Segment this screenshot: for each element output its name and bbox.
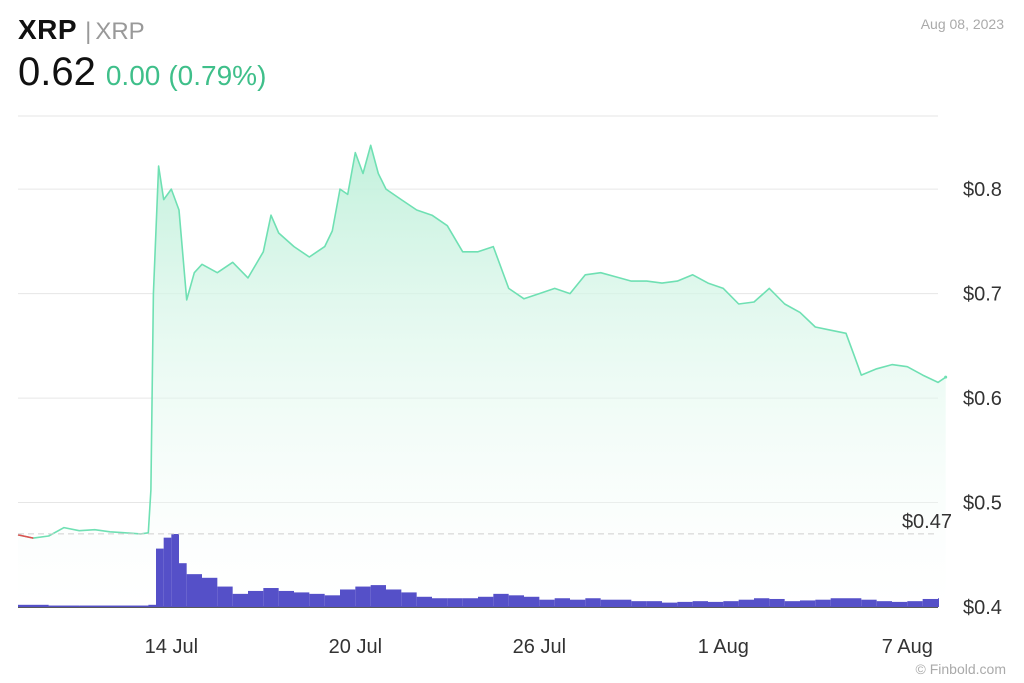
volume-bar [232, 593, 248, 607]
volume-bar [892, 601, 908, 607]
source-credit: © Finbold.com [915, 661, 1006, 677]
volume-bar [907, 601, 923, 607]
volume-bar [585, 598, 601, 607]
y-tick-label: $0.4 [963, 597, 1002, 619]
volume-bar [18, 604, 49, 607]
volume-bar [830, 598, 846, 607]
volume-bar [263, 588, 279, 607]
volume-bars [18, 534, 939, 607]
volume-bar [163, 537, 172, 607]
volume-bar [217, 586, 233, 607]
volume-bar [324, 595, 340, 607]
ticker-symbol: XRP [18, 14, 78, 45]
volume-bar [723, 601, 739, 607]
y-axis-ticks: $0.8 $0.7 $0.6 $0.5 $0.4 [963, 179, 1002, 619]
volume-bar [493, 593, 509, 607]
volume-bar [148, 604, 156, 607]
volume-bar [708, 601, 724, 607]
volume-bar [754, 598, 770, 607]
price-row: 0.62 0.00 (0.79%) [18, 50, 266, 95]
volume-bar [340, 589, 356, 607]
price-change: 0.00 [105, 60, 161, 91]
title-separator: | [85, 18, 92, 45]
volume-bar [846, 598, 862, 607]
y-tick-label: $0.8 [963, 179, 1002, 201]
volume-bar [938, 598, 939, 607]
price-area [18, 145, 946, 608]
volume-bar [815, 599, 831, 607]
volume-bar [386, 589, 402, 607]
y-tick-label: $0.7 [963, 284, 1002, 306]
volume-bar [416, 596, 432, 607]
volume-bar [171, 534, 179, 607]
price-change-percent: (0.79%) [168, 60, 267, 91]
volume-bar [186, 574, 202, 607]
asset-name: XRP [95, 18, 145, 45]
volume-bar [861, 599, 877, 607]
price-line [17, 144, 947, 539]
volume-bar [48, 605, 80, 607]
volume-bar [478, 596, 494, 607]
x-axis-ticks: 14 Jul 20 Jul 26 Jul 1 Aug 7 Aug [145, 636, 933, 658]
volume-bar [876, 601, 892, 607]
price-area-fill [18, 145, 946, 608]
reference-line-label: $0.47 [902, 511, 952, 533]
chart-date: Aug 08, 2023 [920, 16, 1004, 32]
volume-bar [156, 548, 164, 607]
volume-bar [202, 577, 218, 607]
volume-bar [294, 592, 310, 607]
volume-bar [631, 601, 647, 607]
volume-bar [278, 590, 294, 607]
volume-bar [738, 599, 754, 607]
volume-bar [432, 598, 448, 607]
x-tick-label: 26 Jul [513, 636, 566, 658]
volume-bar [692, 601, 708, 607]
volume-bar [447, 598, 463, 607]
price-line-down-segment [17, 534, 34, 539]
volume-bar [784, 601, 800, 607]
volume-bar [524, 596, 540, 607]
title-row: XRP | XRP [18, 14, 266, 46]
volume-bar [110, 605, 149, 607]
volume-bar [800, 600, 816, 607]
volume-bar [179, 563, 187, 607]
volume-bar [616, 599, 632, 607]
volume-bar [662, 602, 678, 607]
x-tick-label: 7 Aug [882, 636, 933, 658]
x-tick-label: 20 Jul [329, 636, 382, 658]
volume-bar [248, 590, 264, 607]
current-price: 0.62 [18, 50, 96, 94]
price-line-group [17, 144, 948, 539]
volume-bar [769, 598, 785, 607]
volume-bar [677, 601, 693, 607]
x-tick-label: 14 Jul [145, 636, 198, 658]
volume-bar [355, 586, 371, 607]
volume-bar [309, 593, 325, 607]
volume-bar [554, 598, 570, 607]
volume-bar [401, 592, 417, 607]
volume-bar [539, 599, 555, 607]
reference-line-group: $0.47 [18, 511, 952, 535]
volume-bar [570, 599, 586, 607]
volume-bar [462, 598, 478, 607]
volume-bar [600, 599, 616, 607]
y-tick-label: $0.6 [963, 388, 1002, 410]
volume-bar [922, 598, 938, 607]
y-tick-label: $0.5 [963, 493, 1002, 515]
volume-bar [646, 601, 662, 607]
chart-header: XRP | XRP 0.62 0.00 (0.79%) [18, 14, 266, 95]
x-tick-label: 1 Aug [698, 636, 749, 658]
volume-bar [508, 595, 524, 607]
volume-bar [370, 585, 386, 607]
last-price-point [944, 375, 948, 379]
volume-bar [79, 605, 110, 607]
